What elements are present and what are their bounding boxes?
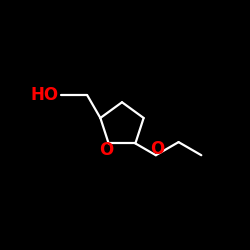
Text: O: O <box>150 140 164 158</box>
Text: O: O <box>99 141 113 159</box>
Text: HO: HO <box>30 86 58 104</box>
